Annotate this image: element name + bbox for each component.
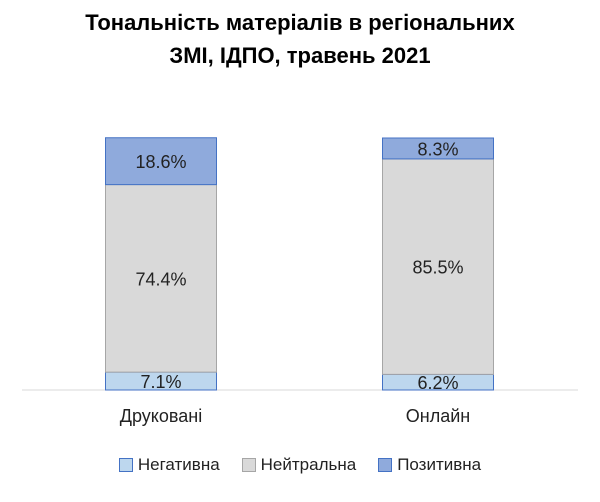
legend-label-neutral: Нейтральна [260,455,357,474]
data-label-negative-2: 6.2% [417,373,458,393]
legend-item-negative: Негативна [118,455,220,475]
legend-label-negative: Негативна [137,455,220,474]
chart-title-line-2: ЗМІ, ІДПО, травень 2021 [169,43,431,68]
category-label-1: Друковані [120,406,202,426]
bar-neutral-2 [382,158,494,375]
data-label-neutral-2: 85.5% [412,258,463,278]
legend-swatch-neutral [241,458,256,472]
legend-item-neutral: Нейтральна [241,455,357,475]
legend: Негативна Нейтральна Позитивна [0,455,600,475]
chart-title: Тональність матеріалів в регіональних ЗМ… [0,6,600,72]
bar-positive-1 [105,137,217,186]
legend-swatch-negative [118,458,133,472]
data-label-neutral-1: 74.4% [135,269,186,289]
data-label-negative-1: 7.1% [140,372,181,392]
chart-title-line-1: Тональність матеріалів в регіональних [85,10,515,35]
legend-item-positive: Позитивна [378,455,481,475]
bar-positive-2 [382,137,494,160]
data-label-positive-2: 8.3% [417,139,458,159]
data-label-positive-1: 18.6% [135,152,186,172]
legend-swatch-positive [378,458,393,472]
category-label-2: Онлайн [406,406,470,426]
legend-label-positive: Позитивна [397,455,482,474]
